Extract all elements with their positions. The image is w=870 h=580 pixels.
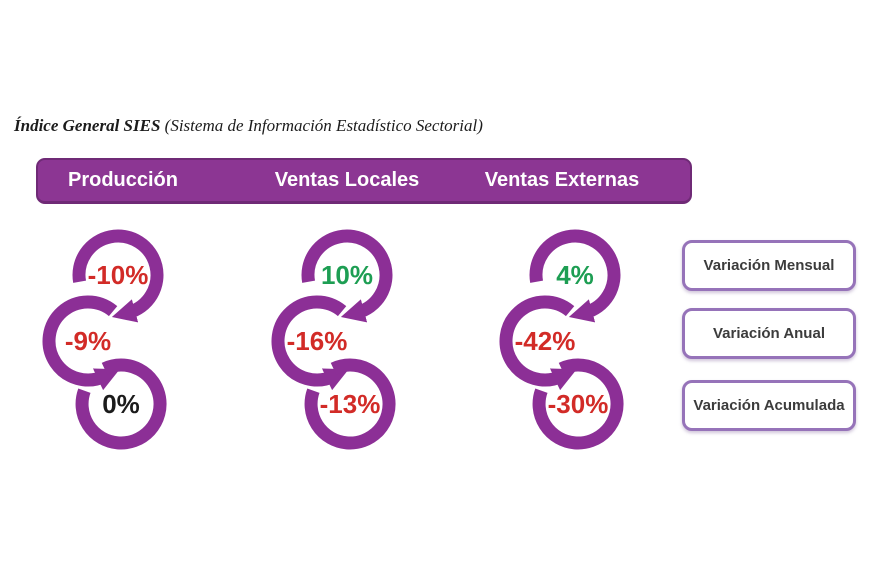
value-produccion-mensual: -10% xyxy=(88,260,149,290)
value-ventas-locales-anual: -16% xyxy=(287,326,348,356)
page-title-subtitle: (Sistema de Información Estadístico Sect… xyxy=(160,116,483,135)
cycle-arrow-top-icon xyxy=(72,229,164,323)
cycle-arrow-top-icon xyxy=(301,229,393,323)
cycle-arrow-bottom-icon xyxy=(75,358,167,450)
value-ventas-externas-mensual: 4% xyxy=(556,260,594,290)
value-ventas-locales-acumulada: -13% xyxy=(320,389,381,419)
cycle-arrow-middle-icon xyxy=(271,295,349,391)
value-produccion-anual: -9% xyxy=(65,326,111,356)
page-title-main: Índice General SIES xyxy=(14,116,161,135)
cycle-column-produccion: -10% -9% 0% xyxy=(42,229,167,450)
legend-box-variacion-acumulada: Variación Acumulada xyxy=(682,380,856,431)
page-title: Índice General SIES (Sistema de Informac… xyxy=(14,116,483,136)
column-header-produccion: Producción xyxy=(67,169,178,191)
category-header-bar: Producción Ventas Locales Ventas Externa… xyxy=(36,158,692,204)
value-ventas-externas-anual: -42% xyxy=(515,326,576,356)
cycle-arrow-bottom-icon xyxy=(304,358,396,450)
column-header-ventas-locales: Ventas Locales xyxy=(274,169,420,191)
cycle-arrow-middle-icon xyxy=(42,295,120,391)
legend-box-variacion-anual: Variación Anual xyxy=(682,308,856,359)
cycle-column-ventas-locales: 10% -16% -13% xyxy=(271,229,396,450)
cycle-column-ventas-externas: 4% -42% -30% xyxy=(499,229,624,450)
value-produccion-acumulada: 0% xyxy=(102,389,140,419)
value-ventas-externas-acumulada: -30% xyxy=(548,389,609,419)
cycle-arrow-middle-icon xyxy=(499,295,577,391)
legend-box-variacion-mensual: Variación Mensual xyxy=(682,240,856,291)
value-ventas-locales-mensual: 10% xyxy=(321,260,373,290)
cycle-arrow-bottom-icon xyxy=(532,358,624,450)
cycle-arrow-top-icon xyxy=(529,229,621,323)
column-header-ventas-externas: Ventas Externas xyxy=(484,169,640,191)
